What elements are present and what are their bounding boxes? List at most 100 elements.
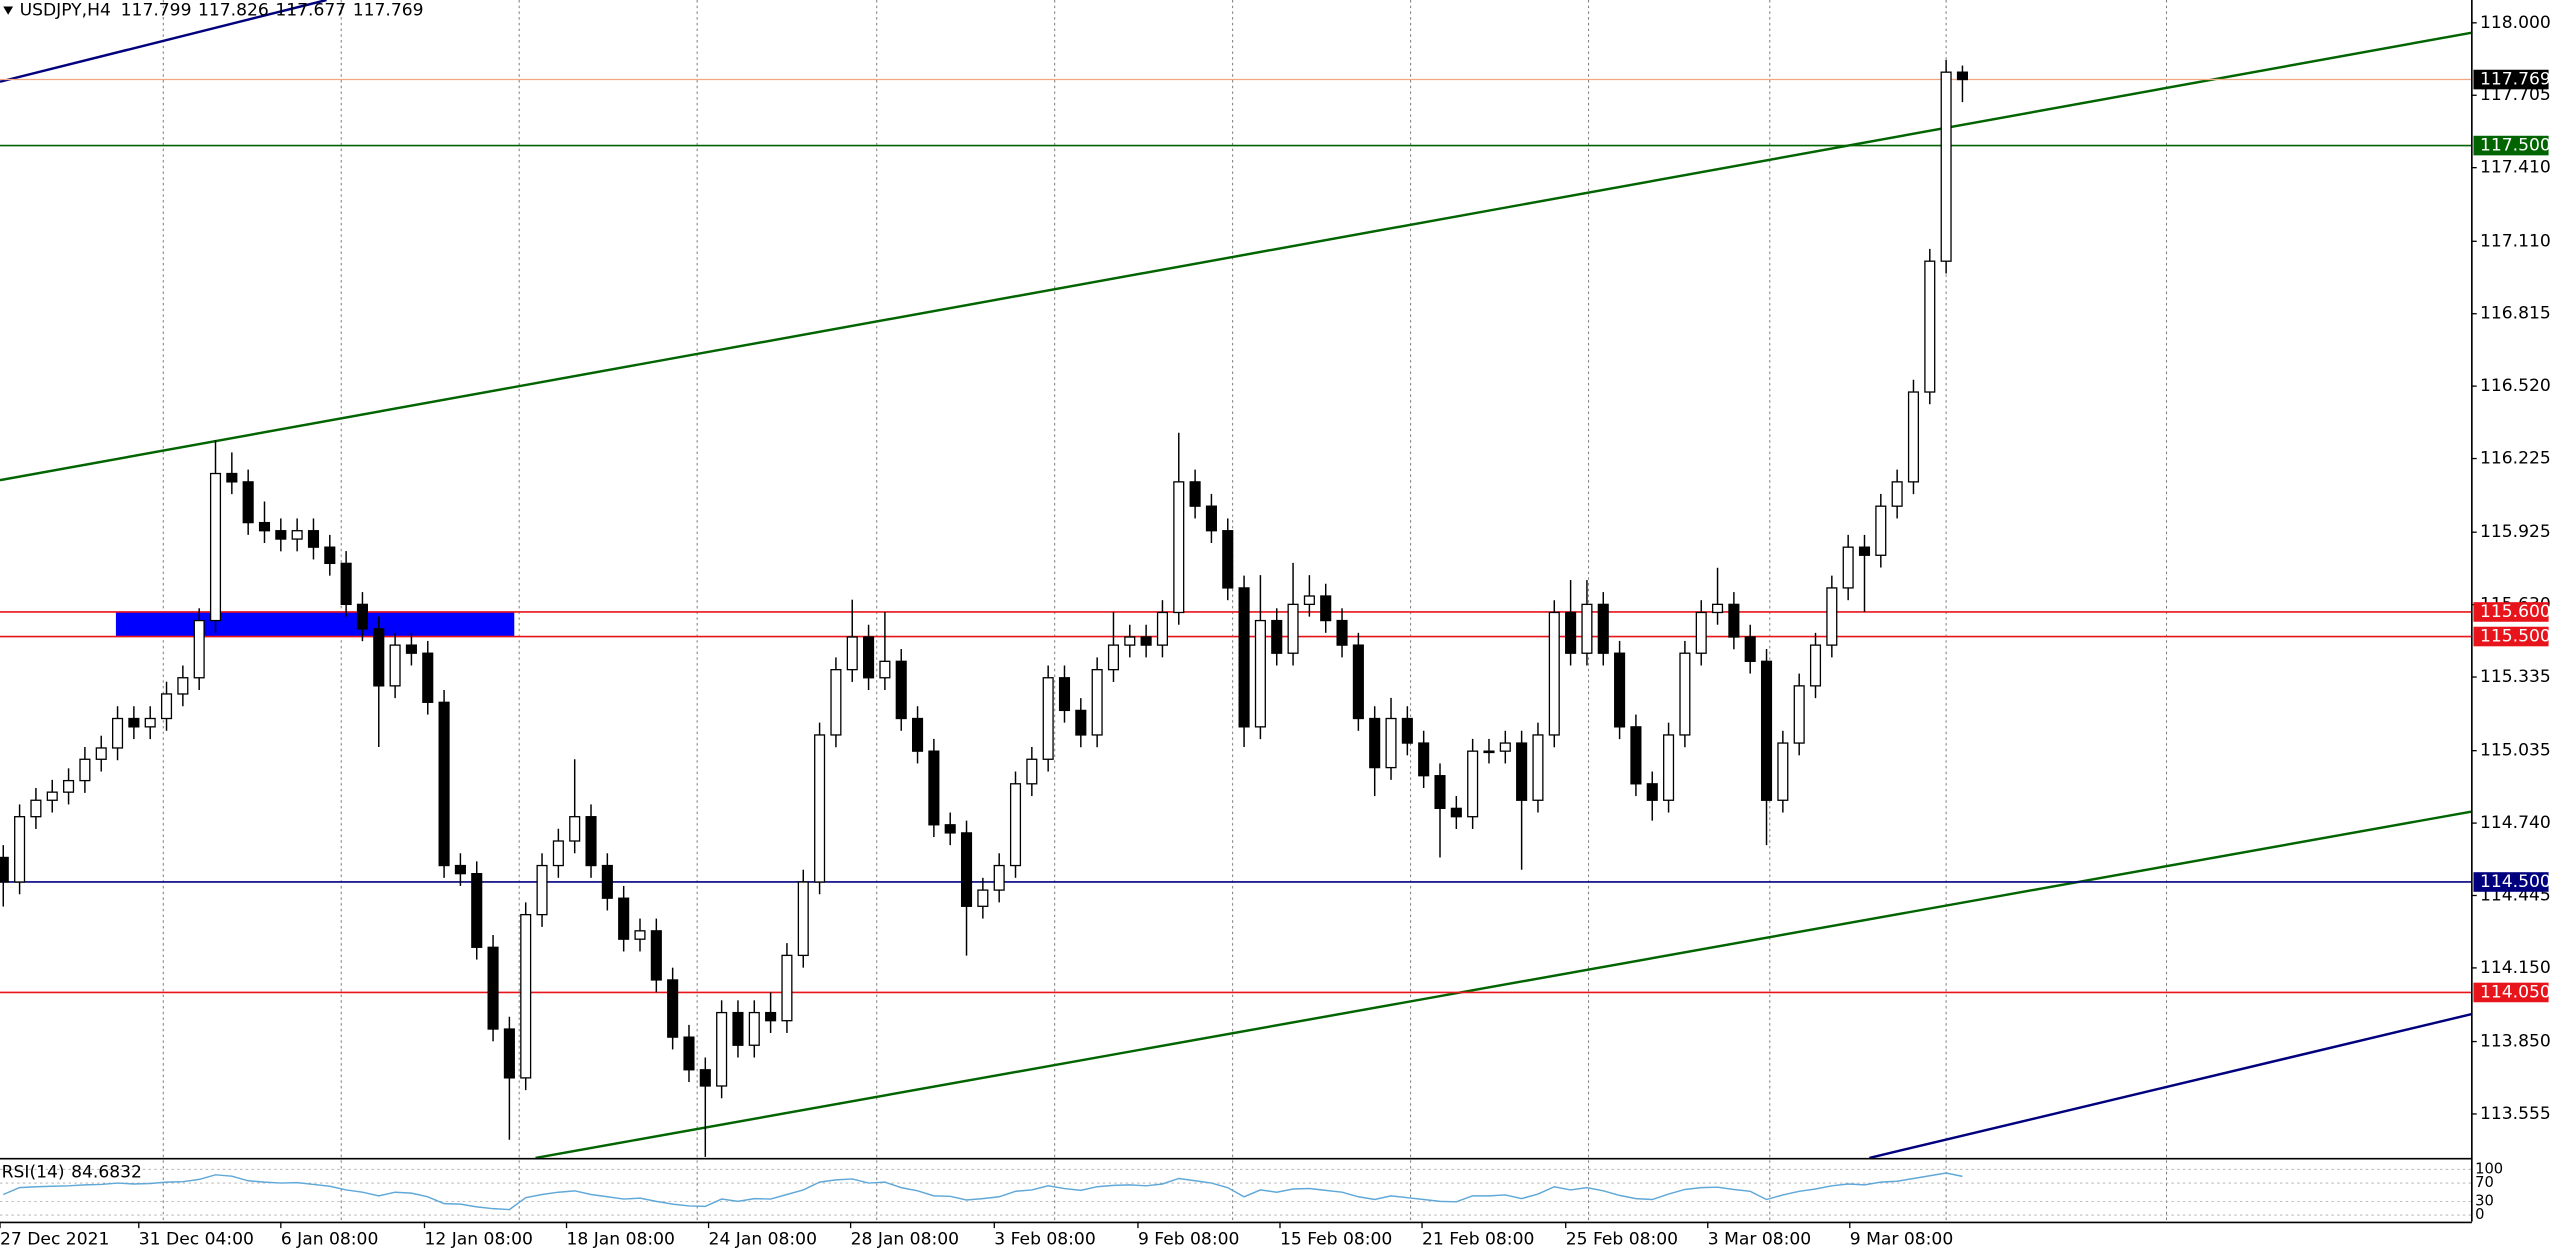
candle-body: [1842, 546, 1854, 589]
axes: 27 Dec 2021 31 Dec 04:00 6 Jan 08:00 12 Jan…: [0, 13, 2551, 1250]
candle-body: [1793, 685, 1805, 744]
candle-body: [536, 864, 548, 916]
candle-body: [879, 660, 891, 679]
plot: [0, 0, 2473, 1211]
candle-body: [1940, 71, 1952, 262]
trendline: [0, 0, 327, 83]
collapse-icon[interactable]: [3, 6, 14, 15]
candle-body: [1450, 807, 1462, 818]
candle-body: [209, 472, 222, 622]
candle-body: [1858, 546, 1871, 556]
y-tick-label: 116.815: [2480, 304, 2551, 324]
x-tick-label: 31 Dec 04:00: [139, 1230, 254, 1250]
x-tick-label: 24 Jan 08:00: [709, 1230, 817, 1250]
candle-body: [1760, 660, 1773, 801]
trendline: [0, 31, 2473, 482]
candle-body: [1026, 758, 1038, 785]
candle-body: [1907, 391, 1920, 483]
candle-body: [471, 872, 483, 948]
level-label-box: [2473, 135, 2549, 156]
candle-body: [291, 530, 303, 540]
candle-body: [405, 644, 417, 654]
candle-body: [373, 628, 385, 687]
candle-body: [781, 954, 793, 1022]
candle-body: [552, 840, 564, 867]
candle-body: [356, 603, 368, 630]
x-tick-label: 3 Mar 08:00: [1708, 1230, 1811, 1250]
candle-body: [438, 701, 450, 867]
rsi-tick-label: 100: [2475, 1160, 2503, 1177]
candle-body: [307, 530, 320, 548]
candle-body: [601, 864, 613, 899]
candle-body: [748, 1011, 760, 1046]
candle-body: [683, 1036, 695, 1071]
candle-body: [1156, 611, 1169, 646]
y-tick-label: 115.035: [2480, 741, 2551, 761]
candle-body: [128, 717, 140, 728]
candle-body: [1271, 619, 1283, 654]
candle-body: [699, 1069, 711, 1087]
candle-body: [1140, 636, 1152, 646]
candle-body: [650, 930, 662, 981]
candle-body: [977, 889, 989, 907]
candle-body: [14, 816, 26, 883]
rsi-tick-label: 30: [2475, 1192, 2494, 1209]
candle-body: [422, 652, 434, 703]
y-tick-label: 115.925: [2480, 522, 2551, 542]
candle-body: [1091, 669, 1103, 736]
x-tick-label: 18 Jan 08:00: [567, 1230, 675, 1250]
rsi-line: [2, 1172, 1963, 1211]
level-label: 115.600: [2480, 602, 2551, 622]
candle-body: [177, 677, 189, 695]
candle-body: [1369, 717, 1381, 769]
y-tick-label: 117.705: [2480, 85, 2551, 105]
candle-body: [928, 750, 940, 826]
level-label: 115.500: [2480, 627, 2551, 647]
candle-body: [667, 979, 679, 1038]
candle-body: [454, 864, 466, 875]
candle-body: [112, 717, 124, 749]
x-tick-label: 15 Feb 08:00: [1280, 1230, 1392, 1250]
candle-body: [1238, 587, 1250, 728]
level-label: 114.050: [2480, 982, 2551, 1002]
candle-body: [1418, 742, 1430, 777]
y-tick-label: 116.225: [2480, 449, 2551, 469]
rsi-value: 84.6832: [71, 1163, 142, 1183]
candle-body: [324, 546, 336, 565]
level-label-box: [2473, 602, 2549, 622]
candle-body: [1042, 677, 1054, 760]
candle-body: [1336, 619, 1348, 646]
candle-body: [1777, 742, 1789, 801]
candle-body: [846, 636, 858, 671]
level-label-box: [2473, 626, 2549, 647]
x-tick-label: 9 Feb 08:00: [1138, 1230, 1239, 1250]
rsi-tick-label: 0: [2475, 1206, 2484, 1223]
candle-body: [144, 717, 156, 728]
candle-body: [1826, 587, 1838, 646]
candle-body: [618, 897, 630, 940]
x-tick-label: 27 Dec 2021: [0, 1230, 109, 1250]
rsi-name: RSI(14): [2, 1163, 65, 1183]
candle-body: [569, 816, 581, 842]
x-tick-label: 28 Jan 08:00: [851, 1230, 959, 1250]
candle-body: [1222, 530, 1234, 589]
candle-body: [1058, 677, 1071, 712]
candle-body: [0, 856, 9, 883]
level-label: 117.500: [2480, 136, 2551, 156]
candle-body: [1744, 636, 1756, 662]
candle-body: [1663, 734, 1675, 801]
candle-body: [912, 717, 924, 752]
candle-body: [160, 693, 173, 720]
candle-body: [46, 791, 58, 801]
candle-body: [1695, 611, 1707, 654]
candle-body: [1401, 717, 1413, 744]
rsi-tick-label: 70: [2475, 1174, 2494, 1191]
chart-header: USDJPY,H4 117.799 117.826 117.677 117.769: [20, 1, 424, 21]
x-tick-label: 12 Jan 08:00: [424, 1230, 532, 1250]
y-tick-label: 118.000: [2480, 13, 2551, 33]
candle-body: [1483, 750, 1495, 754]
candle-body: [1646, 783, 1658, 801]
candle-body: [1287, 603, 1299, 654]
level-label-box: [2473, 982, 2549, 1003]
